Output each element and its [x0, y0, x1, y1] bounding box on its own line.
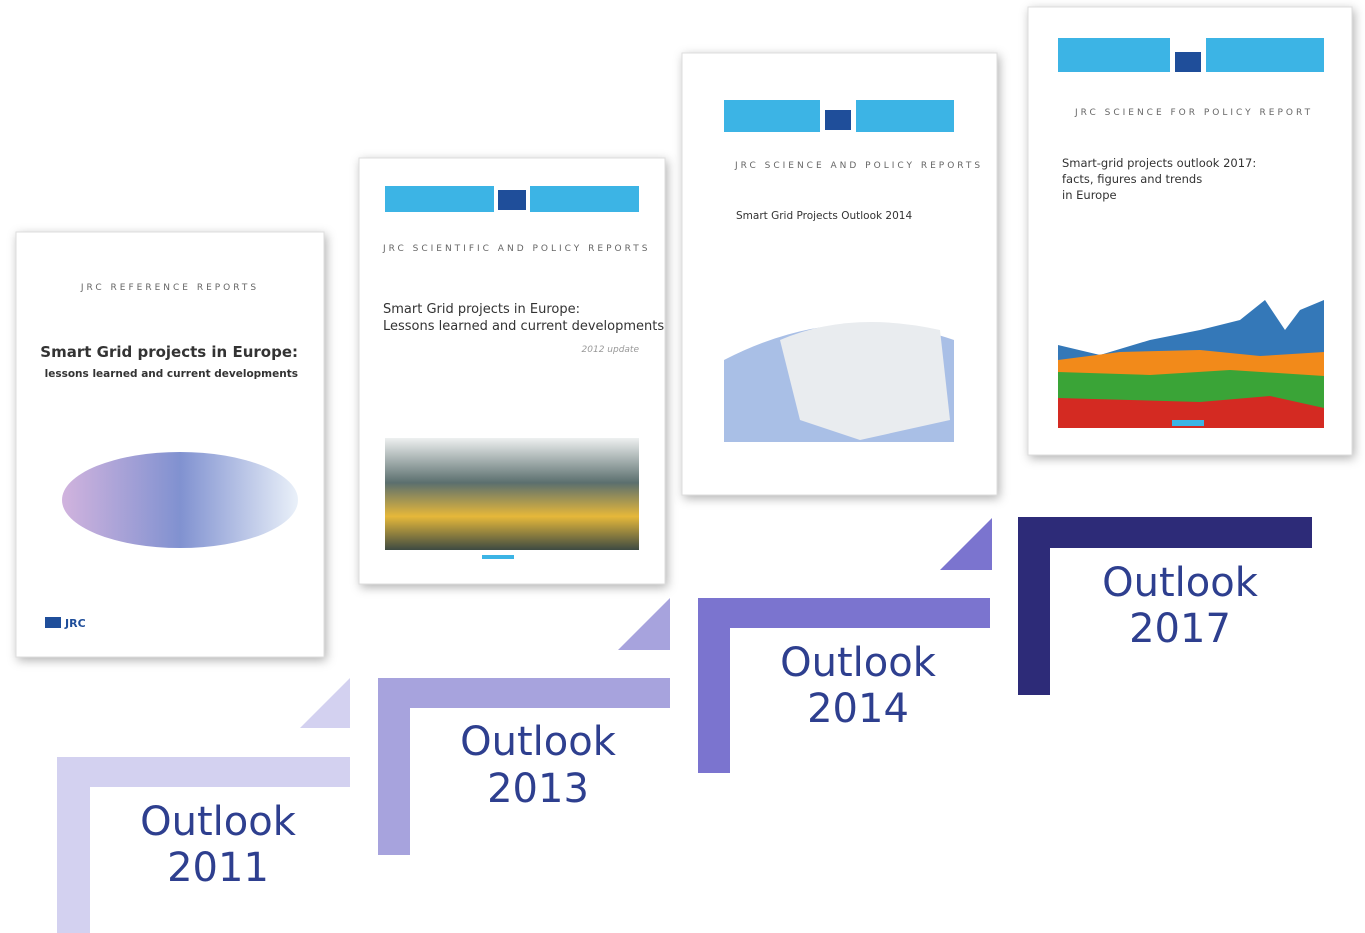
step-2013: Outlook 2013 — [378, 598, 670, 855]
step-2017: Outlook 2017 — [1018, 517, 1312, 695]
cover-series: JRC SCIENTIFIC AND POLICY REPORTS — [382, 244, 650, 254]
step-year: 2011 — [167, 845, 269, 891]
step-label: Outlook — [1102, 560, 1259, 606]
step-2014: Outlook 2014 — [698, 518, 992, 773]
cover-series: JRC SCIENCE FOR POLICY REPORT — [1074, 108, 1313, 118]
cover-logo: JRC — [64, 617, 86, 630]
cover-edition: 2012 update — [582, 345, 640, 355]
cover-series: JRC SCIENCE AND POLICY REPORTS — [734, 161, 983, 171]
cover-title: Smart-grid projects outlook 2017: — [1062, 156, 1256, 170]
cover-2014: JRC SCIENCE AND POLICY REPORTS Smart Gri… — [682, 53, 997, 495]
step-year: 2017 — [1129, 606, 1231, 652]
step-year: 2014 — [807, 686, 909, 732]
cover-2013: JRC SCIENTIFIC AND POLICY REPORTS Smart … — [359, 158, 665, 584]
step-2011: Outlook 2011 — [57, 678, 350, 933]
cover-title: Smart Grid projects in Europe: — [383, 302, 580, 317]
cover-title: Smart Grid projects in Europe: — [40, 343, 298, 361]
step-label: Outlook — [460, 719, 617, 765]
cover-subtitle: lessons learned and current developments — [45, 368, 298, 380]
diagram: Outlook 2011 Outlook 2013 Outlook 2014 O… — [0, 0, 1365, 933]
cover-subtitle: in Europe — [1062, 188, 1117, 202]
cover-title: Smart Grid Projects Outlook 2014 — [736, 210, 912, 222]
step-label: Outlook — [140, 799, 297, 845]
cover-subtitle: Lessons learned and current developments — [383, 319, 664, 334]
cover-series: JRC REFERENCE REPORTS — [80, 283, 259, 293]
cover-2011: JRC REFERENCE REPORTS Smart Grid project… — [16, 232, 324, 657]
cover-2017: JRC SCIENCE FOR POLICY REPORT Smart-grid… — [1028, 7, 1352, 455]
step-label: Outlook — [780, 640, 937, 686]
step-year: 2013 — [487, 766, 589, 812]
cover-subtitle: facts, figures and trends — [1062, 172, 1202, 186]
